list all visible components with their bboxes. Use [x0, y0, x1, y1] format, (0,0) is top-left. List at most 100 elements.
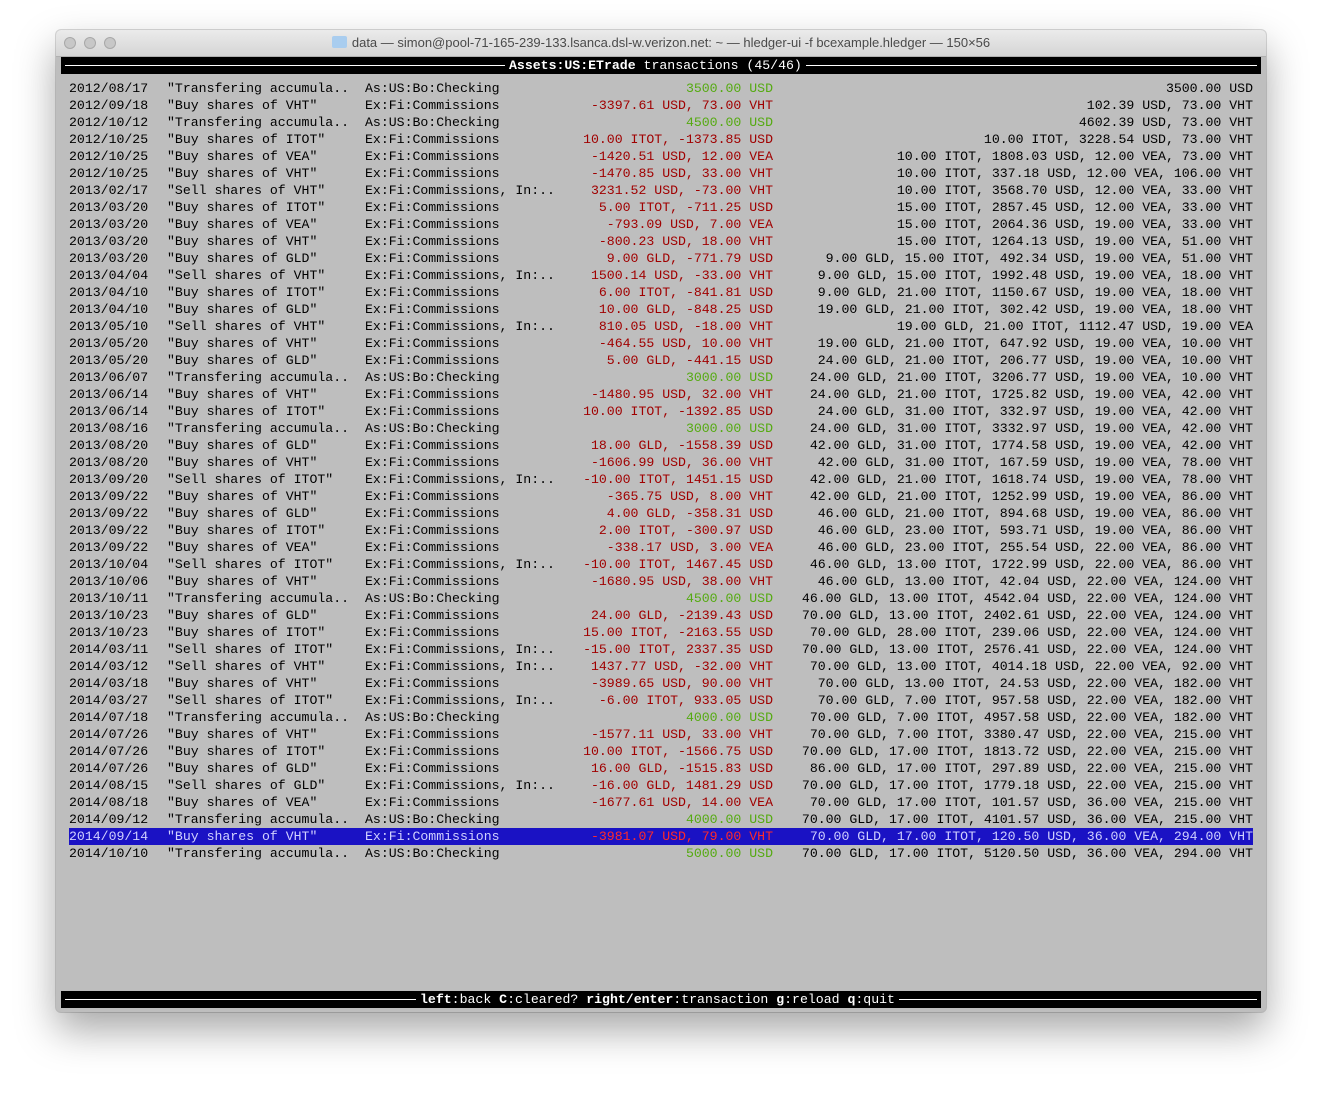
account-cell: As:US:Bo:Checking	[365, 812, 500, 827]
description-cell: "Buy shares of VHT"	[167, 829, 318, 844]
transaction-row[interactable]: 2013/08/16 "Transfering accumula.. As:US:B…	[61, 420, 1261, 437]
description-cell: "Buy shares of ITOT"	[167, 200, 326, 215]
change-cell: 6.00 ITOT, -841.81 USD	[598, 285, 773, 300]
account-cell: Ex:Fi:Commissions, In:..	[365, 778, 555, 793]
terminal[interactable]: Assets:US:ETrade transactions (45/46) 20…	[61, 57, 1261, 1012]
transaction-row[interactable]: 2014/09/12 "Transfering accumula.. As:US:B…	[61, 811, 1261, 828]
description-cell: "Sell shares of VHT"	[167, 268, 326, 283]
description-cell: "Buy shares of ITOT"	[167, 132, 326, 147]
transaction-row[interactable]: 2012/10/25 "Buy shares of ITOT" Ex:Fi:Comm…	[61, 131, 1261, 148]
transaction-row[interactable]: 2013/04/10 "Buy shares of GLD" Ex:Fi:Commi…	[61, 301, 1261, 318]
transaction-row[interactable]: 2013/06/14 "Buy shares of ITOT" Ex:Fi:Comm…	[61, 403, 1261, 420]
transaction-row[interactable]: 2013/05/20 "Buy shares of GLD" Ex:Fi:Commi…	[61, 352, 1261, 369]
transaction-row[interactable]: 2014/10/10 "Transfering accumula.. As:US:B…	[61, 845, 1261, 862]
transaction-row[interactable]: 2013/02/17 "Sell shares of VHT" Ex:Fi:Comm…	[61, 182, 1261, 199]
account-cell: Ex:Fi:Commissions	[365, 132, 500, 147]
change-cell: -3397.61 USD, 73.00 VHT	[590, 98, 773, 113]
date-cell: 2014/07/26	[69, 727, 149, 742]
transaction-row[interactable]: 2013/09/22 "Buy shares of VEA" Ex:Fi:Commi…	[61, 539, 1261, 556]
description-cell: "Buy shares of GLD"	[167, 506, 318, 521]
key-name: C	[499, 992, 508, 1007]
key-hint: g:reload	[776, 992, 839, 1007]
change-cell: -1677.61 USD, 14.00 VEA	[590, 795, 773, 810]
transaction-row[interactable]: 2014/07/26 "Buy shares of GLD" Ex:Fi:Commi…	[61, 760, 1261, 777]
transaction-row[interactable]: 2012/10/12 "Transfering accumula.. As:US:B…	[61, 114, 1261, 131]
transaction-row[interactable]: 2013/08/20 "Buy shares of GLD" Ex:Fi:Commi…	[61, 437, 1261, 454]
transaction-row[interactable]: 2013/06/07 "Transfering accumula.. As:US:B…	[61, 369, 1261, 386]
transaction-row[interactable]: 2013/03/20 "Buy shares of VHT" Ex:Fi:Commi…	[61, 233, 1261, 250]
transaction-row[interactable]: 2012/10/25 "Buy shares of VEA" Ex:Fi:Commi…	[61, 148, 1261, 165]
transaction-row[interactable]: 2014/08/18 "Buy shares of VEA" Ex:Fi:Commi…	[61, 794, 1261, 811]
account-cell: Ex:Fi:Commissions, In:..	[365, 557, 555, 572]
transaction-row[interactable]: 2012/09/18 "Buy shares of VHT" Ex:Fi:Commi…	[61, 97, 1261, 114]
transaction-row[interactable]: 2012/10/25 "Buy shares of VHT" Ex:Fi:Commi…	[61, 165, 1261, 182]
transaction-row[interactable]: 2014/07/18 "Transfering accumula.. As:US:B…	[61, 709, 1261, 726]
change-cell: -3989.65 USD, 90.00 VHT	[590, 676, 773, 691]
minimize-button[interactable]	[84, 37, 96, 49]
change-cell: 9.00 GLD, -771.79 USD	[606, 251, 773, 266]
change-cell: -6.00 ITOT, 933.05 USD	[598, 693, 773, 708]
change-cell: 4.00 GLD, -358.31 USD	[606, 506, 773, 521]
balance-cell: 46.00 GLD, 23.00 ITOT, 593.71 USD, 19.00…	[817, 523, 1253, 538]
description-cell: "Buy shares of ITOT"	[167, 404, 326, 419]
change-cell: 3500.00 USD	[685, 81, 773, 96]
transaction-row[interactable]: 2013/04/04 "Sell shares of VHT" Ex:Fi:Comm…	[61, 267, 1261, 284]
balance-cell: 46.00 GLD, 21.00 ITOT, 894.68 USD, 19.00…	[817, 506, 1253, 521]
transaction-row[interactable]: 2013/09/22 "Buy shares of GLD" Ex:Fi:Commi…	[61, 505, 1261, 522]
date-cell: 2013/06/14	[69, 404, 149, 419]
description-cell: "Sell shares of VHT"	[167, 183, 326, 198]
account-cell: As:US:Bo:Checking	[365, 846, 500, 861]
transaction-row[interactable]: 2013/09/20 "Sell shares of ITOT" Ex:Fi:Com…	[61, 471, 1261, 488]
balance-cell: 70.00 GLD, 17.00 ITOT, 120.50 USD, 36.00…	[809, 829, 1253, 844]
transaction-row[interactable]: 2013/09/22 "Buy shares of ITOT" Ex:Fi:Comm…	[61, 522, 1261, 539]
transaction-row[interactable]: 2014/07/26 "Buy shares of ITOT" Ex:Fi:Comm…	[61, 743, 1261, 760]
close-button[interactable]	[64, 37, 76, 49]
transaction-row[interactable]: 2013/05/10 "Sell shares of VHT" Ex:Fi:Comm…	[61, 318, 1261, 335]
transaction-row[interactable]: 2014/03/12 "Sell shares of VHT" Ex:Fi:Comm…	[61, 658, 1261, 675]
balance-cell: 24.00 GLD, 31.00 ITOT, 332.97 USD, 19.00…	[817, 404, 1253, 419]
transaction-row[interactable]: 2013/10/11 "Transfering accumula.. As:US:B…	[61, 590, 1261, 607]
selected-transaction-row[interactable]: 2014/09/14 "Buy shares of VHT" Ex:Fi:Commi…	[69, 828, 1253, 845]
transaction-row[interactable]: 2013/03/20 "Buy shares of VEA" Ex:Fi:Commi…	[61, 216, 1261, 233]
date-cell: 2013/04/10	[69, 285, 149, 300]
description-cell: "Transfering accumula..	[167, 370, 350, 385]
balance-cell: 70.00 GLD, 7.00 ITOT, 3380.47 USD, 22.00…	[809, 727, 1253, 742]
transaction-row[interactable]: 2014/03/27 "Sell shares of ITOT" Ex:Fi:Com…	[61, 692, 1261, 709]
transaction-row[interactable]: 2013/10/23 "Buy shares of GLD" Ex:Fi:Commi…	[61, 607, 1261, 624]
description-cell: "Buy shares of VEA"	[167, 217, 318, 232]
transaction-row[interactable]: 2013/09/22 "Buy shares of VHT" Ex:Fi:Commi…	[61, 488, 1261, 505]
transaction-row[interactable]: 2013/05/20 "Buy shares of VHT" Ex:Fi:Commi…	[61, 335, 1261, 352]
date-cell: 2014/09/14	[69, 829, 149, 844]
change-cell: -1577.11 USD, 33.00 VHT	[590, 727, 773, 742]
transaction-row[interactable]: 2014/03/18 "Buy shares of VHT" Ex:Fi:Commi…	[61, 675, 1261, 692]
terminal-window: data — simon@pool-71-165-239-133.lsanca.…	[56, 30, 1266, 1012]
date-cell: 2014/08/15	[69, 778, 149, 793]
date-cell: 2013/09/22	[69, 523, 149, 538]
transaction-row[interactable]: 2013/08/20 "Buy shares of VHT" Ex:Fi:Commi…	[61, 454, 1261, 471]
transaction-row[interactable]: 2013/10/04 "Sell shares of ITOT" Ex:Fi:Com…	[61, 556, 1261, 573]
transaction-row[interactable]: 2013/03/20 "Buy shares of GLD" Ex:Fi:Commi…	[61, 250, 1261, 267]
date-cell: 2013/09/22	[69, 506, 149, 521]
change-cell: 4000.00 USD	[685, 710, 773, 725]
account-cell: Ex:Fi:Commissions	[365, 251, 500, 266]
transaction-row[interactable]: 2014/03/11 "Sell shares of ITOT" Ex:Fi:Com…	[61, 641, 1261, 658]
change-cell: 5.00 GLD, -441.15 USD	[606, 353, 773, 368]
balance-cell: 10.00 ITOT, 3568.70 USD, 12.00 VEA, 33.0…	[896, 183, 1253, 198]
date-cell: 2014/07/26	[69, 744, 149, 759]
transaction-row[interactable]: 2013/03/20 "Buy shares of ITOT" Ex:Fi:Comm…	[61, 199, 1261, 216]
account-name: Assets:US:ETrade	[509, 58, 636, 73]
transaction-row[interactable]: 2014/08/15 "Sell shares of GLD" Ex:Fi:Comm…	[61, 777, 1261, 794]
balance-cell: 70.00 GLD, 13.00 ITOT, 2402.61 USD, 22.0…	[801, 608, 1253, 623]
transaction-row[interactable]: 2013/10/06 "Buy shares of VHT" Ex:Fi:Commi…	[61, 573, 1261, 590]
date-cell: 2014/08/18	[69, 795, 149, 810]
transaction-row[interactable]: 2013/06/14 "Buy shares of VHT" Ex:Fi:Commi…	[61, 386, 1261, 403]
transaction-row[interactable]: 2013/10/23 "Buy shares of ITOT" Ex:Fi:Comm…	[61, 624, 1261, 641]
account-cell: Ex:Fi:Commissions, In:..	[365, 693, 555, 708]
account-cell: As:US:Bo:Checking	[365, 370, 500, 385]
balance-cell: 9.00 GLD, 15.00 ITOT, 492.34 USD, 19.00 …	[825, 251, 1253, 266]
transaction-row[interactable]: 2012/08/17 "Transfering accumula.. As:US:B…	[61, 80, 1261, 97]
transaction-row[interactable]: 2014/07/26 "Buy shares of VHT" Ex:Fi:Commi…	[61, 726, 1261, 743]
transaction-row[interactable]: 2013/04/10 "Buy shares of ITOT" Ex:Fi:Comm…	[61, 284, 1261, 301]
balance-cell: 70.00 GLD, 7.00 ITOT, 957.58 USD, 22.00 …	[817, 693, 1253, 708]
zoom-button[interactable]	[104, 37, 116, 49]
